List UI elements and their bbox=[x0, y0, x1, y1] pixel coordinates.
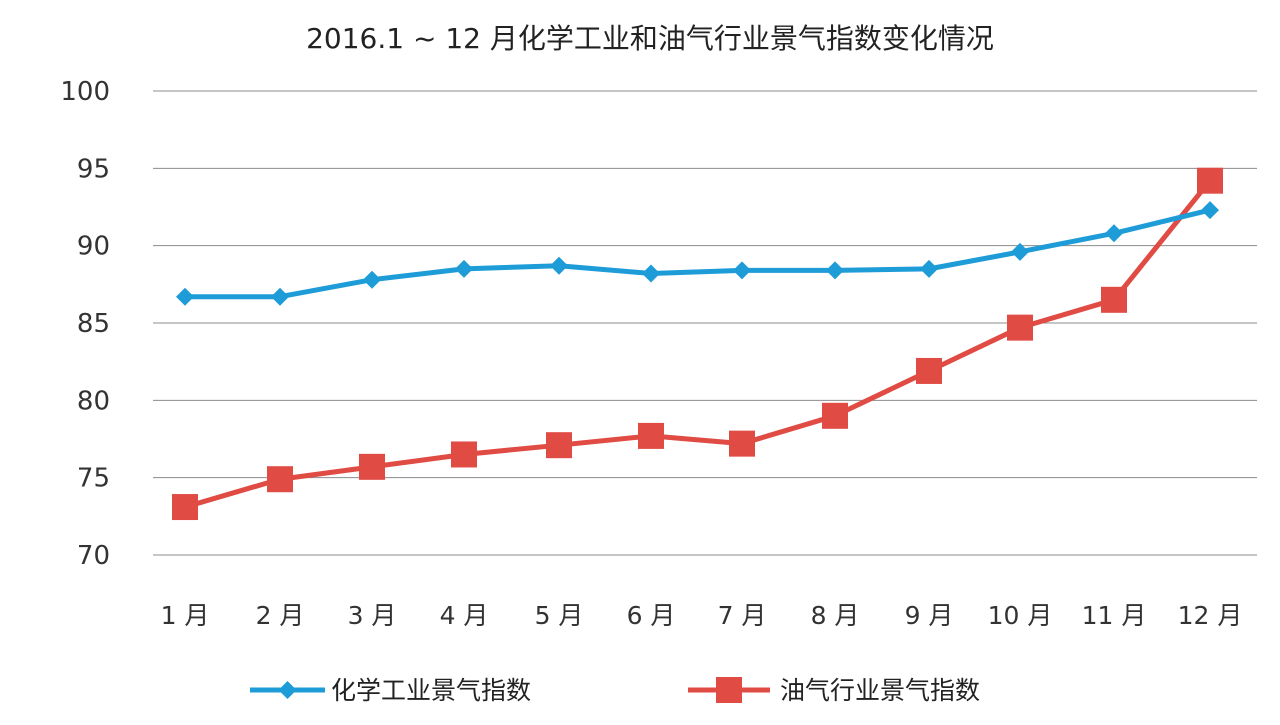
data-point-0-9 bbox=[1011, 242, 1029, 261]
data-point-0-5 bbox=[642, 264, 660, 283]
data-point-0-11 bbox=[1201, 201, 1219, 220]
data-point-0-6 bbox=[733, 261, 751, 280]
legend: 化学工业景气指数 油气行业景气指数 bbox=[250, 676, 980, 705]
series-0 bbox=[176, 201, 1219, 306]
data-point-1-1 bbox=[267, 466, 293, 493]
x-tick-label: 3 月 bbox=[348, 601, 397, 630]
x-tick-label: 9 月 bbox=[905, 601, 954, 630]
x-tick-label: 5 月 bbox=[535, 601, 584, 630]
y-tick-label: 80 bbox=[77, 386, 110, 416]
legend-label: 化学工业景气指数 bbox=[331, 676, 531, 705]
data-point-0-2 bbox=[363, 270, 381, 289]
x-tick-label: 11 月 bbox=[1082, 601, 1147, 630]
y-axis-tick-labels: 100 95 90 85 80 75 70 bbox=[60, 77, 110, 571]
data-point-1-3 bbox=[451, 441, 477, 468]
x-tick-label: 4 月 bbox=[440, 601, 489, 630]
x-tick-label: 10 月 bbox=[988, 601, 1053, 630]
x-tick-label: 2 月 bbox=[256, 601, 305, 630]
data-point-0-0 bbox=[176, 287, 194, 306]
data-point-1-8 bbox=[916, 357, 942, 384]
legend-item-0: 化学工业景气指数 bbox=[250, 676, 531, 705]
x-axis-tick-labels: 1 月 2 月 3 月 4 月 5 月 6 月 7 月 8 月 9 月 10 月 11 月 12 月 bbox=[161, 601, 1243, 630]
legend-label: 油气行业景气指数 bbox=[780, 676, 980, 705]
data-point-0-8 bbox=[920, 259, 938, 278]
gridlines bbox=[153, 90, 1257, 556]
x-tick-label: 1 月 bbox=[161, 601, 210, 630]
x-tick-label: 6 月 bbox=[627, 601, 676, 630]
data-point-1-0 bbox=[172, 494, 198, 521]
data-point-1-2 bbox=[359, 453, 385, 480]
y-tick-label: 75 bbox=[77, 464, 110, 494]
series-line-0 bbox=[185, 207, 1211, 300]
data-point-1-4 bbox=[546, 432, 572, 459]
series-layer bbox=[172, 167, 1223, 521]
data-point-0-7 bbox=[826, 261, 844, 280]
data-point-1-5 bbox=[638, 422, 664, 449]
data-point-0-4 bbox=[550, 256, 568, 275]
y-tick-label: 85 bbox=[77, 309, 110, 339]
series-line-1 bbox=[184, 179, 1212, 510]
data-point-1-11 bbox=[1197, 167, 1223, 194]
data-point-0-legend bbox=[278, 681, 297, 699]
series-1 bbox=[172, 167, 1223, 521]
y-tick-label: 95 bbox=[77, 154, 110, 184]
data-point-0-10 bbox=[1105, 224, 1123, 243]
x-tick-label: 8 月 bbox=[811, 601, 860, 630]
legend-item-1: 油气行业景气指数 bbox=[688, 676, 980, 705]
data-point-1-10 bbox=[1101, 286, 1127, 313]
data-point-1-7 bbox=[822, 402, 848, 429]
data-point-1-legend bbox=[716, 677, 742, 703]
x-tick-label: 7 月 bbox=[718, 601, 767, 630]
chart-title: 2016.1 ~ 12 月化学工业和油气行业景气指数变化情况 bbox=[306, 22, 994, 55]
data-point-0-3 bbox=[455, 259, 473, 278]
y-tick-label: 100 bbox=[60, 77, 110, 107]
data-point-1-9 bbox=[1007, 314, 1033, 341]
x-tick-label: 12 月 bbox=[1178, 601, 1243, 630]
y-tick-label: 90 bbox=[77, 232, 110, 262]
data-point-0-1 bbox=[271, 287, 289, 306]
y-tick-label: 70 bbox=[77, 541, 110, 571]
data-point-1-6 bbox=[729, 430, 755, 457]
